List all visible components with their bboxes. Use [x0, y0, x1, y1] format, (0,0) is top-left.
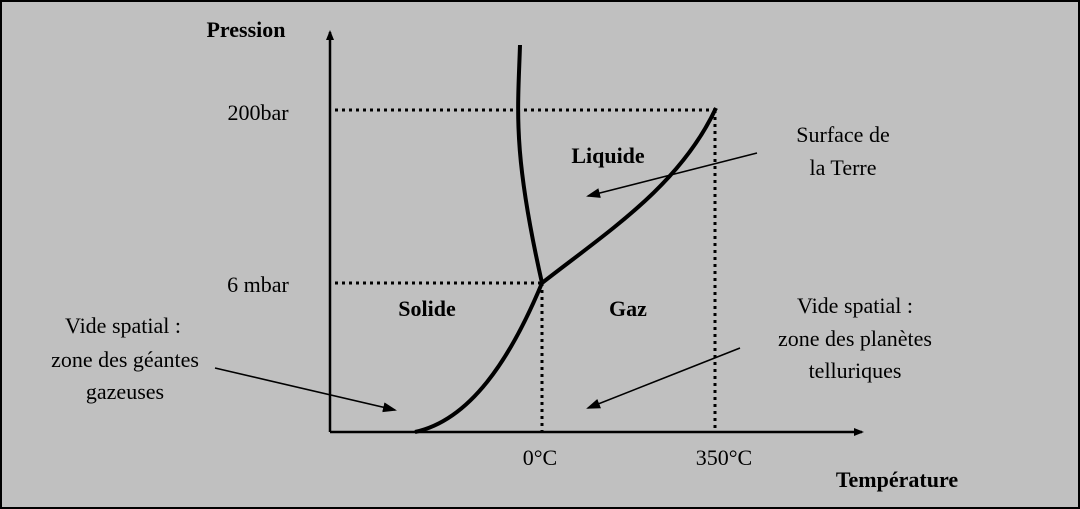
y-tick-label: 6 mbar [227, 272, 289, 297]
vaporization-curve [540, 107, 718, 285]
dotted-guide [335, 281, 544, 432]
x-axis-label: Température [836, 467, 958, 492]
arrow [586, 152, 758, 198]
y-tick-label: 200bar [227, 100, 289, 125]
arrow [586, 347, 741, 409]
y-axis-label: Pression [206, 17, 285, 42]
fusion-curve [516, 44, 544, 284]
x-tick-label: 350°C [696, 445, 752, 470]
region-label: Liquide [571, 143, 645, 168]
region-label: Gaz [609, 296, 647, 321]
sublimation-curve [414, 282, 544, 434]
annotation: Vide spatial : [797, 293, 913, 318]
annotation: telluriques [809, 358, 902, 383]
arrow [214, 367, 397, 413]
region-label: Solide [398, 296, 456, 321]
annotation: Vide spatial : [65, 313, 181, 338]
annotation: gazeuses [86, 379, 164, 404]
annotation: zone des géantes [51, 347, 199, 372]
dotted-guide [335, 108, 717, 432]
annotation: zone des planètes [778, 326, 932, 351]
x-tick-label: 0°C [523, 445, 557, 470]
annotation: la Terre [809, 155, 876, 180]
annotation: Surface de [796, 122, 889, 147]
